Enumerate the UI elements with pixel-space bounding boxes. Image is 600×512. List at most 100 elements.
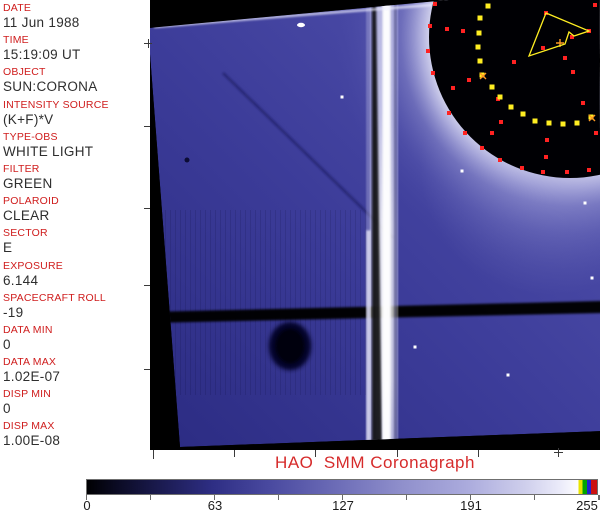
star-dot — [413, 345, 417, 349]
axis-tick — [478, 450, 479, 457]
axis-tick — [234, 450, 235, 457]
yellow-limb-marker — [475, 44, 481, 50]
field-spacecraft-roll: SPACECRAFT ROLL -19 — [3, 292, 150, 324]
red-fiducial-marker — [447, 111, 451, 115]
red-fiducial-marker — [565, 170, 569, 174]
dust-blob — [269, 322, 311, 370]
field-exposure: EXPOSURE 6.144 — [3, 260, 150, 292]
field-label: TYPE-OBS — [3, 130, 58, 143]
yellow-limb-marker — [574, 120, 580, 126]
yellow-limb-marker — [485, 3, 491, 9]
bright-patch — [297, 22, 305, 28]
field-label: FILTER — [3, 162, 40, 175]
field-label: TIME — [3, 34, 29, 47]
axis-tick — [144, 208, 150, 209]
field-value: 15:19:09 UT — [3, 47, 81, 63]
field-label: POLAROID — [3, 195, 59, 208]
star-dot — [583, 201, 587, 205]
field-value: 6.144 — [3, 272, 39, 288]
red-fiducial-marker — [545, 138, 549, 142]
field-value: E — [3, 240, 13, 256]
red-fiducial-marker — [512, 60, 516, 64]
metadata-panel: DATE 11 Jun 1988 TIME 15:19:09 UT OBJECT… — [0, 0, 150, 452]
field-label: DATA MAX — [3, 356, 57, 369]
axis-cross-tick — [148, 39, 149, 48]
axis-cross-tick — [554, 452, 563, 453]
colorbar-tick-label: 63 — [207, 498, 223, 512]
field-value: 1.00E-08 — [3, 433, 61, 449]
field-type-obs: TYPE-OBS WHITE LIGHT — [3, 131, 150, 163]
exposure-frame — [150, 0, 600, 447]
orange-x-marker — [588, 114, 596, 122]
colorbar-tick-label: 191 — [460, 498, 482, 512]
red-fiducial-marker — [445, 27, 449, 31]
field-label: DATE — [3, 2, 32, 14]
field-value: WHITE LIGHT — [3, 143, 94, 159]
top-edge-glint — [153, 3, 433, 29]
image-caption: HAO SMM Coronagraph — [275, 453, 475, 472]
diagonal-shadow — [222, 72, 394, 239]
red-fiducial-marker — [544, 155, 548, 159]
yellow-limb-marker — [520, 111, 526, 117]
colorbar-tick-label: 127 — [332, 498, 354, 512]
yellow-limb-marker — [497, 94, 503, 100]
yellow-limb-marker — [477, 58, 483, 64]
red-fiducial-marker — [499, 120, 503, 124]
red-fiducial-marker — [581, 101, 585, 105]
intensity-colorbar — [86, 479, 598, 495]
axis-tick — [144, 369, 150, 370]
pylon-streak — [366, 0, 397, 447]
field-data-min: DATA MIN 0 — [3, 324, 150, 356]
field-label: SPACECRAFT ROLL — [3, 291, 106, 304]
star-dot — [506, 373, 510, 377]
red-fiducial-marker — [587, 168, 591, 172]
axis-tick — [144, 285, 150, 286]
overlay-markers — [297, 2, 598, 377]
red-fiducial-marker — [467, 78, 471, 82]
field-time: TIME 15:19:09 UT — [3, 34, 150, 66]
red-fiducial-marker — [428, 24, 432, 28]
red-fiducial-marker — [541, 46, 545, 50]
red-fiducial-marker — [490, 131, 494, 135]
field-label: INTENSITY SOURCE — [3, 98, 109, 111]
red-fiducial-marker — [571, 70, 575, 74]
field-label: OBJECT — [3, 66, 46, 79]
orange-x-marker — [479, 72, 487, 80]
region-outline-polygon — [527, 12, 591, 58]
star-dot — [590, 276, 594, 280]
colorbar-tick-label: 255 — [576, 498, 598, 512]
field-filter: FILTER GREEN — [3, 163, 150, 195]
field-value: 0 — [3, 401, 11, 417]
field-value: -19 — [3, 304, 24, 320]
coronagraph-image-canvas[interactable] — [150, 0, 600, 450]
dark-speck — [184, 157, 190, 163]
coronagraph-image — [150, 0, 600, 447]
red-fiducial-marker — [451, 86, 455, 90]
red-fiducial-marker — [498, 158, 502, 162]
field-label: SECTOR — [3, 227, 48, 240]
red-fiducial-marker — [594, 131, 598, 135]
field-label: DATA MIN — [3, 323, 53, 336]
ccd-striping-texture — [155, 210, 370, 395]
field-value: SUN:CORONA — [3, 79, 98, 95]
field-disp-min: DISP MIN 0 — [3, 388, 150, 420]
field-label: DISP MIN — [3, 388, 52, 401]
field-value: 0 — [3, 336, 11, 352]
red-fiducial-marker — [433, 2, 437, 6]
yellow-limb-marker — [532, 118, 538, 124]
field-value: 11 Jun 1988 — [3, 15, 80, 30]
yellow-limb-marker — [560, 121, 566, 127]
axis-tick — [153, 450, 154, 459]
field-value: GREEN — [3, 175, 53, 191]
axis-tick — [315, 450, 316, 457]
field-value: CLEAR — [3, 208, 50, 224]
yellow-limb-marker — [476, 30, 482, 36]
red-fiducial-marker — [520, 166, 524, 170]
star-dot — [460, 169, 464, 173]
field-sector: SECTOR E — [3, 227, 150, 259]
field-object: OBJECT SUN:CORONA — [3, 66, 150, 98]
field-date: DATE 11 Jun 1988 — [3, 2, 150, 34]
red-fiducial-marker — [593, 3, 597, 7]
field-intensity-source: INTENSITY SOURCE (K+F)*V — [3, 99, 150, 131]
